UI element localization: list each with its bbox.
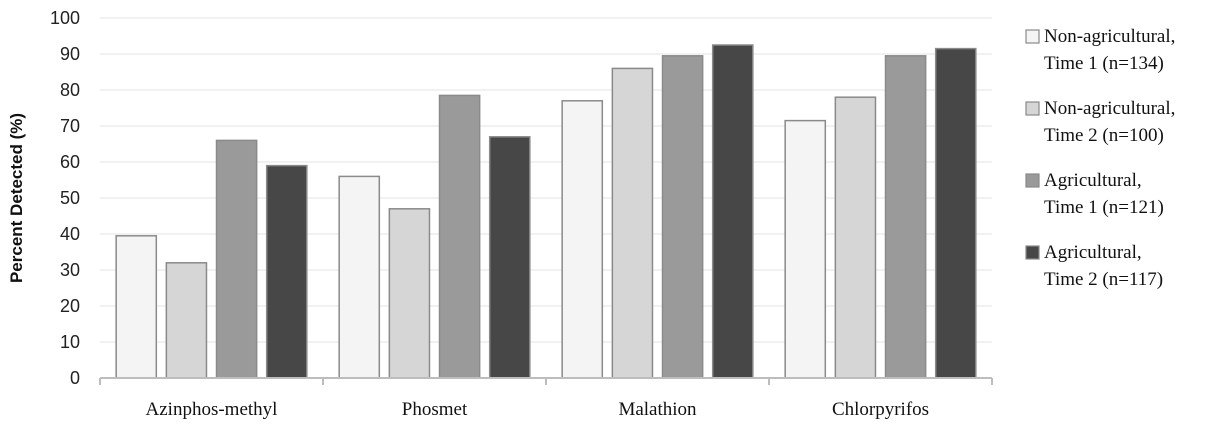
bar-azinphos-methyl-series-2 bbox=[165, 262, 208, 379]
bar-malathion-series-2 bbox=[611, 67, 654, 379]
legend-item: Non-agricultural, Time 1 (n=134) bbox=[1025, 26, 1175, 74]
bar-phosmet-series-3 bbox=[438, 94, 481, 379]
legend-label-line2: Time 2 (n=100) bbox=[1044, 125, 1164, 146]
legend-swatch bbox=[1025, 101, 1040, 116]
x-axis-labels: Azinphos-methyl Phosmet Malathion Chlorpyri… bbox=[146, 399, 930, 420]
bar-phosmet-series-2 bbox=[388, 208, 431, 379]
bar-chlorpyrifos-series-2 bbox=[834, 96, 877, 379]
bar-chlorpyrifos-series-4 bbox=[934, 47, 977, 379]
x-category-label: Chlorpyrifos bbox=[832, 399, 929, 420]
legend-item: Non-agricultural, Time 2 (n=100) bbox=[1025, 98, 1175, 146]
bar-azinphos-methyl-series-3 bbox=[215, 139, 258, 379]
legend-label-line1: Agricultural, bbox=[1044, 242, 1142, 263]
y-tick-label: 10 bbox=[60, 332, 80, 352]
bar-malathion-series-4 bbox=[711, 44, 754, 379]
x-axis-ticks bbox=[99, 378, 993, 385]
legend-item: Agricultural, Time 1 (n=121) bbox=[1025, 170, 1164, 218]
legend-label-line1: Non-agricultural, bbox=[1044, 26, 1175, 47]
bar-malathion-series-1 bbox=[561, 100, 604, 379]
legend-swatch bbox=[1025, 29, 1040, 44]
legend-label-line1: Non-agricultural, bbox=[1044, 98, 1175, 119]
x-category-label: Malathion bbox=[618, 399, 697, 420]
y-axis-ticks: 0 10 20 30 40 50 60 70 80 90 100 bbox=[50, 8, 80, 388]
y-tick-label: 30 bbox=[60, 260, 80, 280]
y-tick-label: 0 bbox=[70, 368, 80, 388]
y-tick-label: 60 bbox=[60, 152, 80, 172]
y-tick-label: 80 bbox=[60, 80, 80, 100]
bar-chlorpyrifos-series-1 bbox=[784, 119, 827, 379]
y-axis-title: Percent Detected (%) bbox=[7, 113, 26, 283]
bar-phosmet-series-4 bbox=[488, 136, 531, 379]
legend-item: Agricultural, Time 2 (n=117) bbox=[1025, 242, 1163, 290]
y-tick-label: 90 bbox=[60, 44, 80, 64]
legend: Non-agricultural,Time 1 (n=134)Non-agric… bbox=[1025, 26, 1175, 290]
x-category-label: Azinphos-methyl bbox=[146, 399, 278, 420]
legend-label-line2: Time 2 (n=117) bbox=[1044, 269, 1163, 290]
y-tick-label: 20 bbox=[60, 296, 80, 316]
bar-azinphos-methyl-series-4 bbox=[265, 164, 308, 379]
bar-chlorpyrifos-series-3 bbox=[884, 55, 927, 379]
bar-malathion-series-3 bbox=[661, 55, 704, 379]
y-tick-label: 40 bbox=[60, 224, 80, 244]
y-tick-label: 70 bbox=[60, 116, 80, 136]
legend-label-line2: Time 1 (n=134) bbox=[1044, 53, 1164, 74]
legend-swatch bbox=[1025, 173, 1040, 188]
bar-azinphos-methyl-series-1 bbox=[115, 235, 158, 379]
bars bbox=[115, 44, 977, 379]
x-category-label: Phosmet bbox=[402, 399, 468, 420]
bar-phosmet-series-1 bbox=[338, 175, 381, 379]
legend-label-line2: Time 1 (n=121) bbox=[1044, 197, 1164, 218]
legend-swatch bbox=[1025, 245, 1040, 260]
y-tick-label: 100 bbox=[50, 8, 80, 28]
legend-label-line1: Agricultural, bbox=[1044, 170, 1142, 191]
y-tick-label: 50 bbox=[60, 188, 80, 208]
